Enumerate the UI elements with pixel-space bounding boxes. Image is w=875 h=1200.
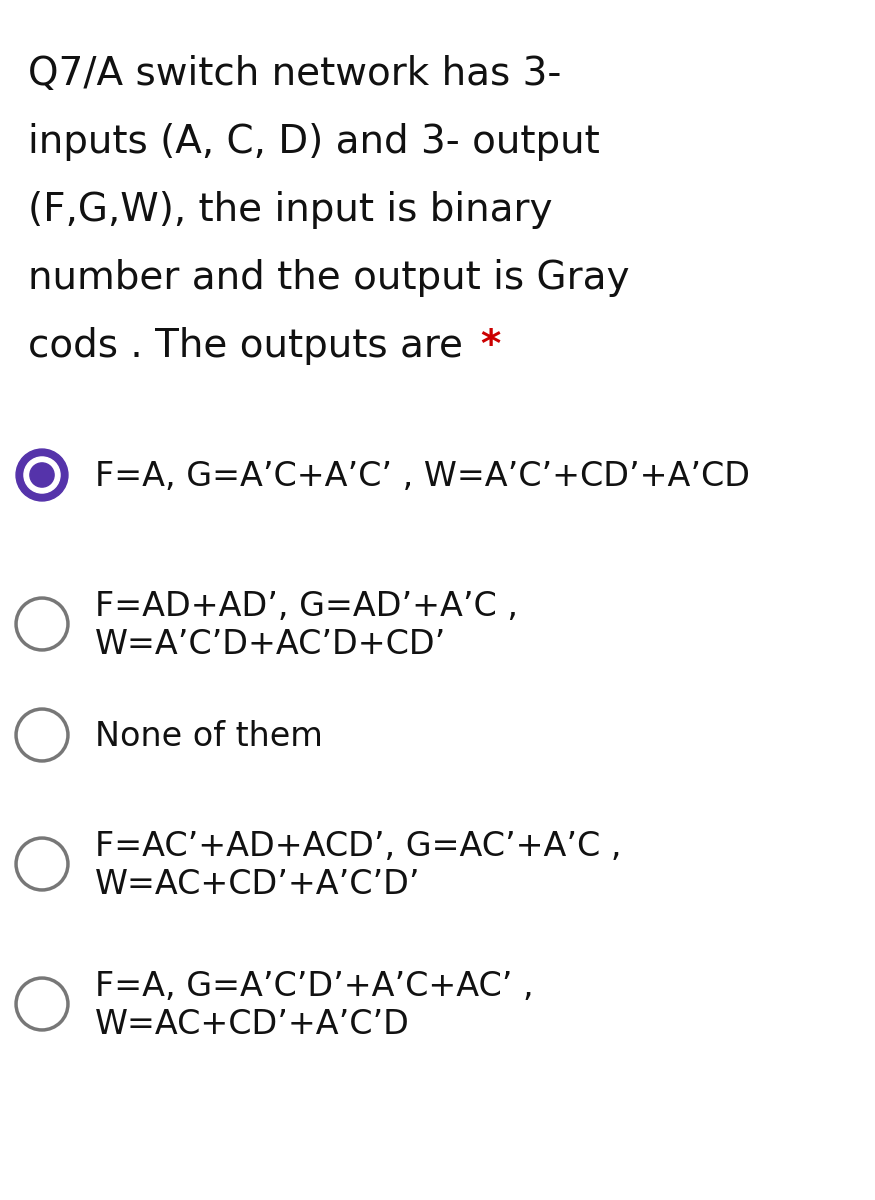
Circle shape bbox=[16, 449, 68, 500]
Circle shape bbox=[24, 457, 60, 493]
Circle shape bbox=[30, 463, 54, 487]
Text: cods . The outputs are: cods . The outputs are bbox=[28, 326, 463, 365]
Text: W=AC+CD’+A’C’D’: W=AC+CD’+A’C’D’ bbox=[95, 868, 421, 901]
Text: F=A, G=A’C+A’C’ , W=A’C’+CD’+A’CD: F=A, G=A’C+A’C’ , W=A’C’+CD’+A’CD bbox=[95, 460, 750, 493]
Text: (F,G,W), the input is binary: (F,G,W), the input is binary bbox=[28, 191, 552, 229]
Text: None of them: None of them bbox=[95, 720, 323, 754]
Text: W=AC+CD’+A’C’D: W=AC+CD’+A’C’D bbox=[95, 1008, 410, 1040]
Text: F=AC’+AD+ACD’, G=AC’+A’C ,: F=AC’+AD+ACD’, G=AC’+A’C , bbox=[95, 830, 621, 863]
Text: Q7/A switch network has 3-: Q7/A switch network has 3- bbox=[28, 55, 562, 92]
Text: *: * bbox=[480, 326, 500, 365]
Text: W=A’C’D+AC’D+CD’: W=A’C’D+AC’D+CD’ bbox=[95, 628, 446, 661]
Text: F=A, G=A’C’D’+A’C+AC’ ,: F=A, G=A’C’D’+A’C+AC’ , bbox=[95, 970, 534, 1003]
Text: number and the output is Gray: number and the output is Gray bbox=[28, 259, 629, 296]
Text: inputs (A, C, D) and 3- output: inputs (A, C, D) and 3- output bbox=[28, 122, 599, 161]
Text: F=AD+AD’, G=AD’+A’C ,: F=AD+AD’, G=AD’+A’C , bbox=[95, 590, 518, 623]
